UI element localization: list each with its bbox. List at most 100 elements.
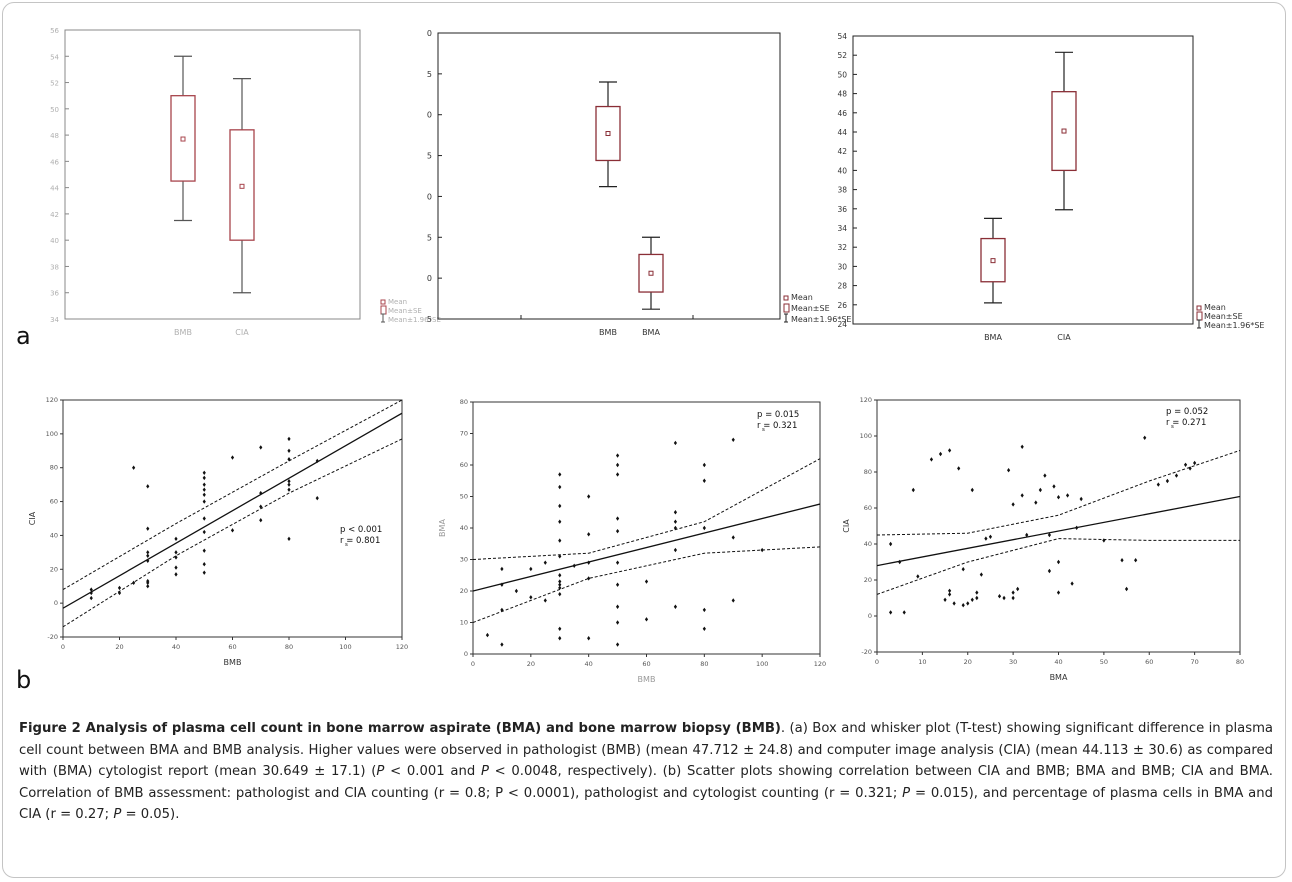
data-point xyxy=(988,534,993,539)
y-tick-label: 42 xyxy=(837,147,847,156)
x-category-label: BMA xyxy=(642,328,660,337)
data-point xyxy=(970,597,974,602)
legend-se-symbol xyxy=(1196,311,1203,321)
data-point xyxy=(558,573,562,578)
data-point xyxy=(1047,568,1052,574)
data-point xyxy=(916,574,920,579)
y-axis-label: CIA xyxy=(842,519,851,533)
panel-label-b: b xyxy=(16,666,32,694)
data-point xyxy=(287,482,291,487)
legend-se-symbol xyxy=(783,303,790,313)
data-point xyxy=(938,451,943,457)
data-point xyxy=(1102,538,1106,543)
confidence-band-upper xyxy=(473,458,820,560)
data-point xyxy=(558,626,562,631)
data-point xyxy=(146,550,150,555)
data-point xyxy=(702,607,706,613)
x-tick-label: 0 xyxy=(875,658,879,666)
y-tick-label: 20 xyxy=(864,576,872,584)
y-tick-label: -20 xyxy=(47,633,58,641)
caption-title: Figure 2 Analysis of plasma cell count i… xyxy=(19,721,781,736)
data-point xyxy=(898,559,902,565)
y-tick-label: 20 xyxy=(50,565,58,573)
legend-se: Mean±SE xyxy=(388,307,422,315)
data-point xyxy=(558,503,562,509)
mean-marker xyxy=(180,136,186,142)
x-tick-label: 40 xyxy=(585,660,593,668)
data-point xyxy=(961,567,965,572)
y-tick-label: 40 xyxy=(837,166,847,175)
data-point xyxy=(615,516,620,521)
y-tick-label: 38 xyxy=(50,263,59,271)
x-tick-label: 40 xyxy=(1054,658,1062,666)
y-tick-label: 70 xyxy=(460,430,468,438)
data-point xyxy=(615,462,620,468)
data-point xyxy=(702,462,706,468)
data-point xyxy=(1034,500,1038,505)
data-point xyxy=(1002,595,1006,601)
x-tick-label: 70 xyxy=(1190,658,1198,666)
data-point xyxy=(1065,493,1070,498)
data-point xyxy=(558,519,562,524)
data-point xyxy=(174,536,178,542)
y-tick-label: 52 xyxy=(50,80,59,88)
data-point xyxy=(558,636,562,641)
data-point xyxy=(673,525,678,531)
caption-body-4: = 0.015), and percentage of plasma cells… xyxy=(19,785,1273,823)
caption-p-4: P xyxy=(113,807,122,822)
confidence-band-upper xyxy=(63,400,402,591)
caption-body-3: < 0.0048, respectively). (b) Scatter plo… xyxy=(19,764,1273,801)
data-point xyxy=(1047,532,1052,538)
data-point xyxy=(230,528,235,533)
data-point xyxy=(1124,586,1129,592)
data-point xyxy=(202,499,206,504)
y-tick-label: 42 xyxy=(50,211,59,219)
data-point xyxy=(948,448,952,453)
data-point xyxy=(1038,487,1042,493)
data-point xyxy=(702,478,706,483)
y-tick-label: 44 xyxy=(50,185,59,193)
data-point xyxy=(889,541,893,547)
plot-frame xyxy=(852,35,1194,325)
plot-frame xyxy=(876,399,1241,653)
x-axis-label: BMB xyxy=(224,658,242,667)
caption-body-2: < 0.001 and xyxy=(384,764,481,779)
data-point xyxy=(1056,590,1061,595)
data-point xyxy=(558,579,562,584)
legend-ci: Mean±1.96*SE xyxy=(388,316,441,324)
x-tick-label: 0 xyxy=(61,643,65,651)
stat-r-subscript: s xyxy=(345,542,348,548)
data-point xyxy=(615,472,620,477)
y-tick-label: 30 xyxy=(837,262,847,271)
y-tick-label: 5 xyxy=(427,152,432,161)
data-point xyxy=(1011,502,1015,507)
data-point xyxy=(615,528,620,534)
data-point xyxy=(1011,595,1015,601)
data-point xyxy=(943,597,947,602)
data-point xyxy=(202,492,206,497)
data-point xyxy=(1043,473,1047,478)
mean-marker xyxy=(605,131,611,137)
x-axis-label: BMB xyxy=(638,675,656,684)
data-point xyxy=(644,617,649,622)
se-box xyxy=(229,129,255,241)
data-point xyxy=(979,572,983,577)
data-point xyxy=(587,576,591,581)
legend-mean: Mean xyxy=(791,293,813,302)
data-point xyxy=(202,482,206,487)
legend-se: Mean±SE xyxy=(1204,312,1243,321)
y-tick-label: 28 xyxy=(837,282,847,291)
data-point xyxy=(514,588,518,594)
data-point xyxy=(1006,468,1011,473)
data-point xyxy=(230,455,235,460)
data-point xyxy=(1011,590,1015,595)
data-point xyxy=(174,565,178,570)
data-point xyxy=(1174,473,1179,478)
data-point xyxy=(966,601,970,606)
data-point xyxy=(132,465,136,470)
data-point xyxy=(1143,435,1147,440)
data-point xyxy=(146,558,150,564)
data-point xyxy=(117,590,122,596)
mean-marker xyxy=(1061,128,1067,134)
